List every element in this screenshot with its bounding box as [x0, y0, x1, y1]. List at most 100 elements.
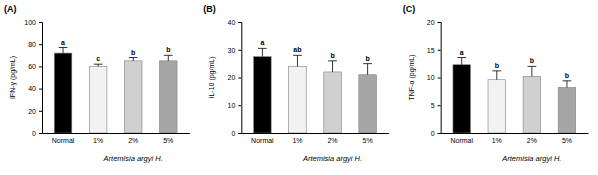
y-tick: 0: [431, 130, 441, 137]
annotations: acbb: [61, 39, 170, 63]
y-tick-mark: [238, 50, 241, 51]
y-axis-line: [438, 23, 442, 134]
y-tick-label: 100: [24, 19, 36, 26]
error-bar: [129, 58, 138, 61]
error-bar: [164, 55, 173, 61]
significance-letter: a: [61, 39, 65, 46]
plot: 05101520Normal1%2%5%abbbTNF-α (pg/mL)Art…: [408, 19, 589, 163]
bar: [324, 72, 342, 133]
y-tick-mark: [39, 44, 42, 45]
plot: 020406080100Normal1%2%5%acbbIFN-γ (pg/mL…: [9, 19, 190, 163]
error-bar: [59, 48, 68, 54]
bar: [54, 53, 72, 133]
annotations: aabbb: [260, 39, 369, 61]
panel: (B)010203040Normal1%2%5%aabbbIL-10 (pg/m…: [203, 4, 389, 163]
bar: [289, 66, 307, 133]
y-tick-mark: [438, 50, 441, 51]
y-tick-label: 5: [431, 102, 435, 109]
x-group-label: Artemisia argyi H.: [501, 154, 561, 163]
bar: [124, 61, 142, 133]
x-tick-label: 2%: [527, 137, 537, 144]
marks: [254, 48, 377, 133]
x-axis-line: [242, 133, 389, 134]
error-stem: [461, 58, 462, 65]
error-cap: [328, 60, 337, 61]
y-tick: 10: [228, 102, 242, 109]
x-tick-label: 5%: [562, 137, 572, 144]
bar: [89, 66, 107, 133]
y-axis-line: [238, 23, 242, 134]
error-cap: [164, 55, 173, 56]
significance-letter: c: [96, 55, 100, 62]
error-cap: [363, 63, 372, 64]
panel-title: (A): [4, 4, 17, 14]
y-tick: 30: [228, 46, 242, 53]
y-tick-label: 20: [228, 74, 236, 81]
y-tick: 0: [32, 130, 42, 137]
y-tick-label: 0: [231, 130, 235, 137]
y-tick-label: 20: [427, 19, 435, 26]
y-tick-label: 40: [228, 19, 236, 26]
annotations: abbb: [460, 49, 569, 79]
significance-letter: a: [260, 39, 264, 46]
bar: [359, 75, 377, 133]
x-axis-line: [441, 133, 588, 134]
plot: 010203040Normal1%2%5%aabbbIL-10 (pg/mL)A…: [208, 19, 389, 163]
y-tick: 5: [431, 102, 441, 109]
y-axis-line: [39, 23, 43, 134]
y-tick-label: 30: [228, 46, 236, 53]
x-tick: 1%: [492, 133, 502, 144]
significance-letter: a: [460, 49, 464, 56]
y-tick: 20: [228, 74, 242, 81]
error-bar: [457, 58, 466, 65]
error-cap: [258, 48, 267, 49]
bar: [254, 57, 272, 133]
error-stem: [332, 61, 333, 72]
y-tick-label: 60: [28, 63, 36, 70]
marks: [453, 58, 576, 133]
x-tick: 5%: [163, 133, 173, 144]
y-tick: 20: [28, 108, 42, 115]
y-tick-mark: [39, 66, 42, 67]
error-cap: [457, 57, 466, 58]
x-group-label: Artemisia argyi H.: [302, 154, 362, 163]
x-axis: Normal1%2%5%: [43, 133, 190, 144]
y-axis-title: IL-10 (pg/mL): [208, 56, 216, 98]
figure: (A)020406080100Normal1%2%5%acbbIFN-γ (pg…: [0, 0, 598, 175]
y-tick-label: 80: [28, 41, 36, 48]
y-tick-mark: [438, 133, 441, 134]
x-tick: 2%: [327, 133, 337, 144]
significance-letter: b: [565, 72, 569, 79]
x-tick-label: 2%: [327, 137, 337, 144]
y-axis-title: IFN-γ (pg/mL): [9, 56, 17, 99]
x-tick: 2%: [527, 133, 537, 144]
y-axis: 0 20 40 60 80 100: [24, 19, 42, 137]
x-axis: Normal1%2%5%: [441, 133, 588, 144]
bar: [160, 61, 178, 133]
y-tick-label: 20: [28, 108, 36, 115]
significance-letter: ab: [293, 46, 301, 53]
y-tick: 80: [28, 41, 42, 48]
y-tick-label: 10: [427, 74, 435, 81]
panel: (A)020406080100Normal1%2%5%acbbIFN-γ (pg…: [4, 4, 190, 163]
error-stem: [566, 81, 567, 88]
x-tick-label: 1%: [292, 137, 302, 144]
error-bar: [527, 66, 536, 76]
error-bar: [293, 55, 302, 66]
error-cap: [492, 70, 501, 71]
x-tick-label: 1%: [93, 137, 103, 144]
panel: (C)05101520Normal1%2%5%abbbTNF-α (pg/mL)…: [403, 4, 589, 163]
bar: [488, 80, 506, 133]
marks: [54, 48, 177, 133]
x-tick: 5%: [363, 133, 373, 144]
bar: [523, 76, 541, 133]
x-group-label: Artemisia argyi H.: [103, 154, 163, 163]
significance-letter: b: [330, 52, 334, 59]
y-tick-mark: [238, 105, 241, 106]
significance-letter: b: [530, 57, 534, 64]
y-tick-label: 15: [427, 46, 435, 53]
x-tick-label: Normal: [52, 137, 75, 144]
y-tick: 0: [231, 130, 241, 137]
y-tick: 40: [28, 85, 42, 92]
y-tick-mark: [39, 89, 42, 90]
